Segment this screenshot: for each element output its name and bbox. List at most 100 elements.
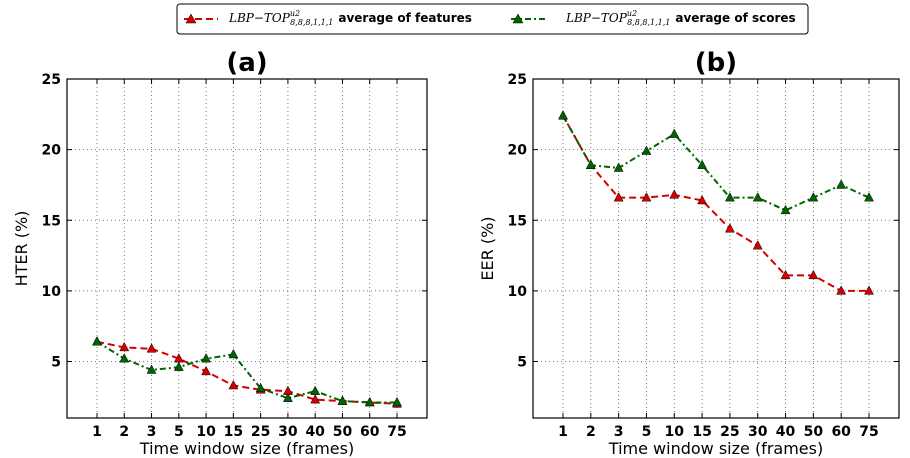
- y-tick-label: 15: [42, 213, 61, 229]
- data-point-scores: [864, 192, 874, 202]
- data-point-features: [780, 269, 791, 280]
- y-tick-label: 25: [42, 72, 61, 88]
- x-tick-label: 3: [614, 424, 624, 440]
- x-axis-label: Time window size (frames): [139, 439, 354, 458]
- legend-math-features: LBP−TOP: [228, 11, 291, 25]
- legend-sub-scores: 8,8,8,1,1,1: [627, 18, 670, 27]
- x-tick-label: 5: [174, 424, 184, 440]
- y-tick-label: 25: [508, 72, 527, 88]
- data-point-scores: [558, 110, 568, 120]
- y-tick-label: 20: [42, 143, 62, 159]
- data-point-features: [836, 285, 847, 295]
- plot-area: [533, 79, 899, 418]
- y-tick-label: 5: [51, 355, 61, 371]
- x-tick-label: 60: [360, 424, 380, 440]
- data-point-scores: [392, 396, 402, 407]
- legend-box: [176, 3, 809, 35]
- x-tick-label: 50: [804, 424, 824, 440]
- data-point-scores: [836, 179, 847, 189]
- legend-sub-features: 8,8,8,1,1,1: [290, 18, 333, 27]
- legend-label-scores: LBP−TOPu2 8,8,8,1,1,1 average of scores: [565, 9, 796, 27]
- data-point-scores: [201, 353, 212, 363]
- x-tick-label: 5: [642, 424, 652, 440]
- series-line-features: [96, 340, 398, 405]
- data-point-features: [228, 379, 239, 390]
- data-point-scores: [585, 159, 596, 169]
- data-point-scores: [669, 128, 680, 138]
- y-tick-label: 15: [508, 213, 527, 229]
- panel-title: (b): [695, 48, 737, 78]
- data-point-features: [752, 240, 763, 250]
- plot-area: [67, 79, 427, 418]
- x-tick-label: 2: [586, 424, 596, 440]
- data-point-features: [146, 343, 157, 353]
- legend-text-features: average of features: [338, 11, 472, 25]
- data-point-features: [613, 192, 624, 202]
- data-point-scores: [724, 192, 735, 202]
- data-point-scores: [752, 192, 763, 202]
- data-point-scores: [282, 392, 293, 402]
- axes-frame: [66, 78, 428, 419]
- data-point-scores: [255, 382, 266, 393]
- x-tick-label: 2: [119, 424, 129, 440]
- data-point-scores: [146, 364, 157, 374]
- data-point-scores: [337, 395, 348, 405]
- data-point-features: [119, 341, 130, 352]
- data-point-features: [808, 269, 819, 280]
- data-point-features: [864, 285, 874, 295]
- y-tick-label: 5: [517, 355, 527, 371]
- legend-math-scores: LBP−TOP: [565, 11, 628, 25]
- x-tick-label: 10: [196, 424, 216, 440]
- x-tick-label: 1: [92, 424, 102, 440]
- y-tick-label: 10: [42, 284, 62, 300]
- data-point-scores: [173, 361, 184, 371]
- x-tick-label: 10: [665, 424, 685, 440]
- y-axis-label: HTER (%): [12, 211, 31, 287]
- data-point-scores: [613, 162, 624, 172]
- y-tick-label: 10: [508, 284, 528, 300]
- data-point-features: [697, 194, 708, 205]
- x-tick-label: 60: [831, 424, 851, 440]
- data-point-scores: [364, 396, 375, 407]
- x-tick-label: 1: [558, 424, 568, 440]
- x-tick-label: 15: [692, 424, 711, 440]
- data-point-scores: [808, 192, 819, 202]
- x-tick-label: 30: [748, 424, 768, 440]
- y-tick-label: 20: [508, 143, 528, 159]
- data-point-scores: [310, 385, 321, 395]
- data-point-scores: [119, 353, 130, 363]
- legend-sup-scores: u2: [627, 9, 637, 18]
- x-tick-label: 25: [720, 424, 739, 440]
- data-point-scores: [228, 348, 239, 359]
- legend: LBP−TOPu2 8,8,8,1,1,1 average of features …: [176, 3, 809, 35]
- x-tick-label: 40: [305, 424, 325, 440]
- legend-text-scores: average of scores: [675, 11, 795, 25]
- axes-frame: [532, 78, 900, 419]
- x-tick-label: 75: [387, 424, 406, 440]
- data-point-features: [641, 192, 652, 202]
- data-point-features: [310, 394, 321, 404]
- legend-marker-scores: [512, 13, 524, 24]
- data-point-features: [669, 189, 680, 199]
- x-tick-label: 75: [859, 424, 878, 440]
- series-line-scores: [562, 115, 870, 212]
- data-point-scores: [780, 204, 791, 215]
- data-point-features: [724, 223, 735, 233]
- data-point-scores: [697, 159, 708, 169]
- x-tick-label: 15: [224, 424, 243, 440]
- x-tick-label: 25: [251, 424, 270, 440]
- data-point-features: [201, 365, 212, 376]
- x-tick-label: 3: [147, 424, 157, 440]
- legend-entry-features: LBP−TOPu2 8,8,8,1,1,1 average of features: [184, 9, 472, 27]
- x-tick-label: 50: [333, 424, 353, 440]
- series-line-scores: [96, 340, 397, 404]
- legend-marker-features: [185, 13, 197, 24]
- x-axis-label: Time window size (frames): [608, 439, 823, 458]
- legend-entry-scores: LBP−TOPu2 8,8,8,1,1,1 average of scores: [511, 9, 796, 27]
- legend-label-features: LBP−TOPu2 8,8,8,1,1,1 average of features: [228, 9, 472, 27]
- x-tick-label: 40: [776, 424, 796, 440]
- data-point-scores: [641, 145, 652, 155]
